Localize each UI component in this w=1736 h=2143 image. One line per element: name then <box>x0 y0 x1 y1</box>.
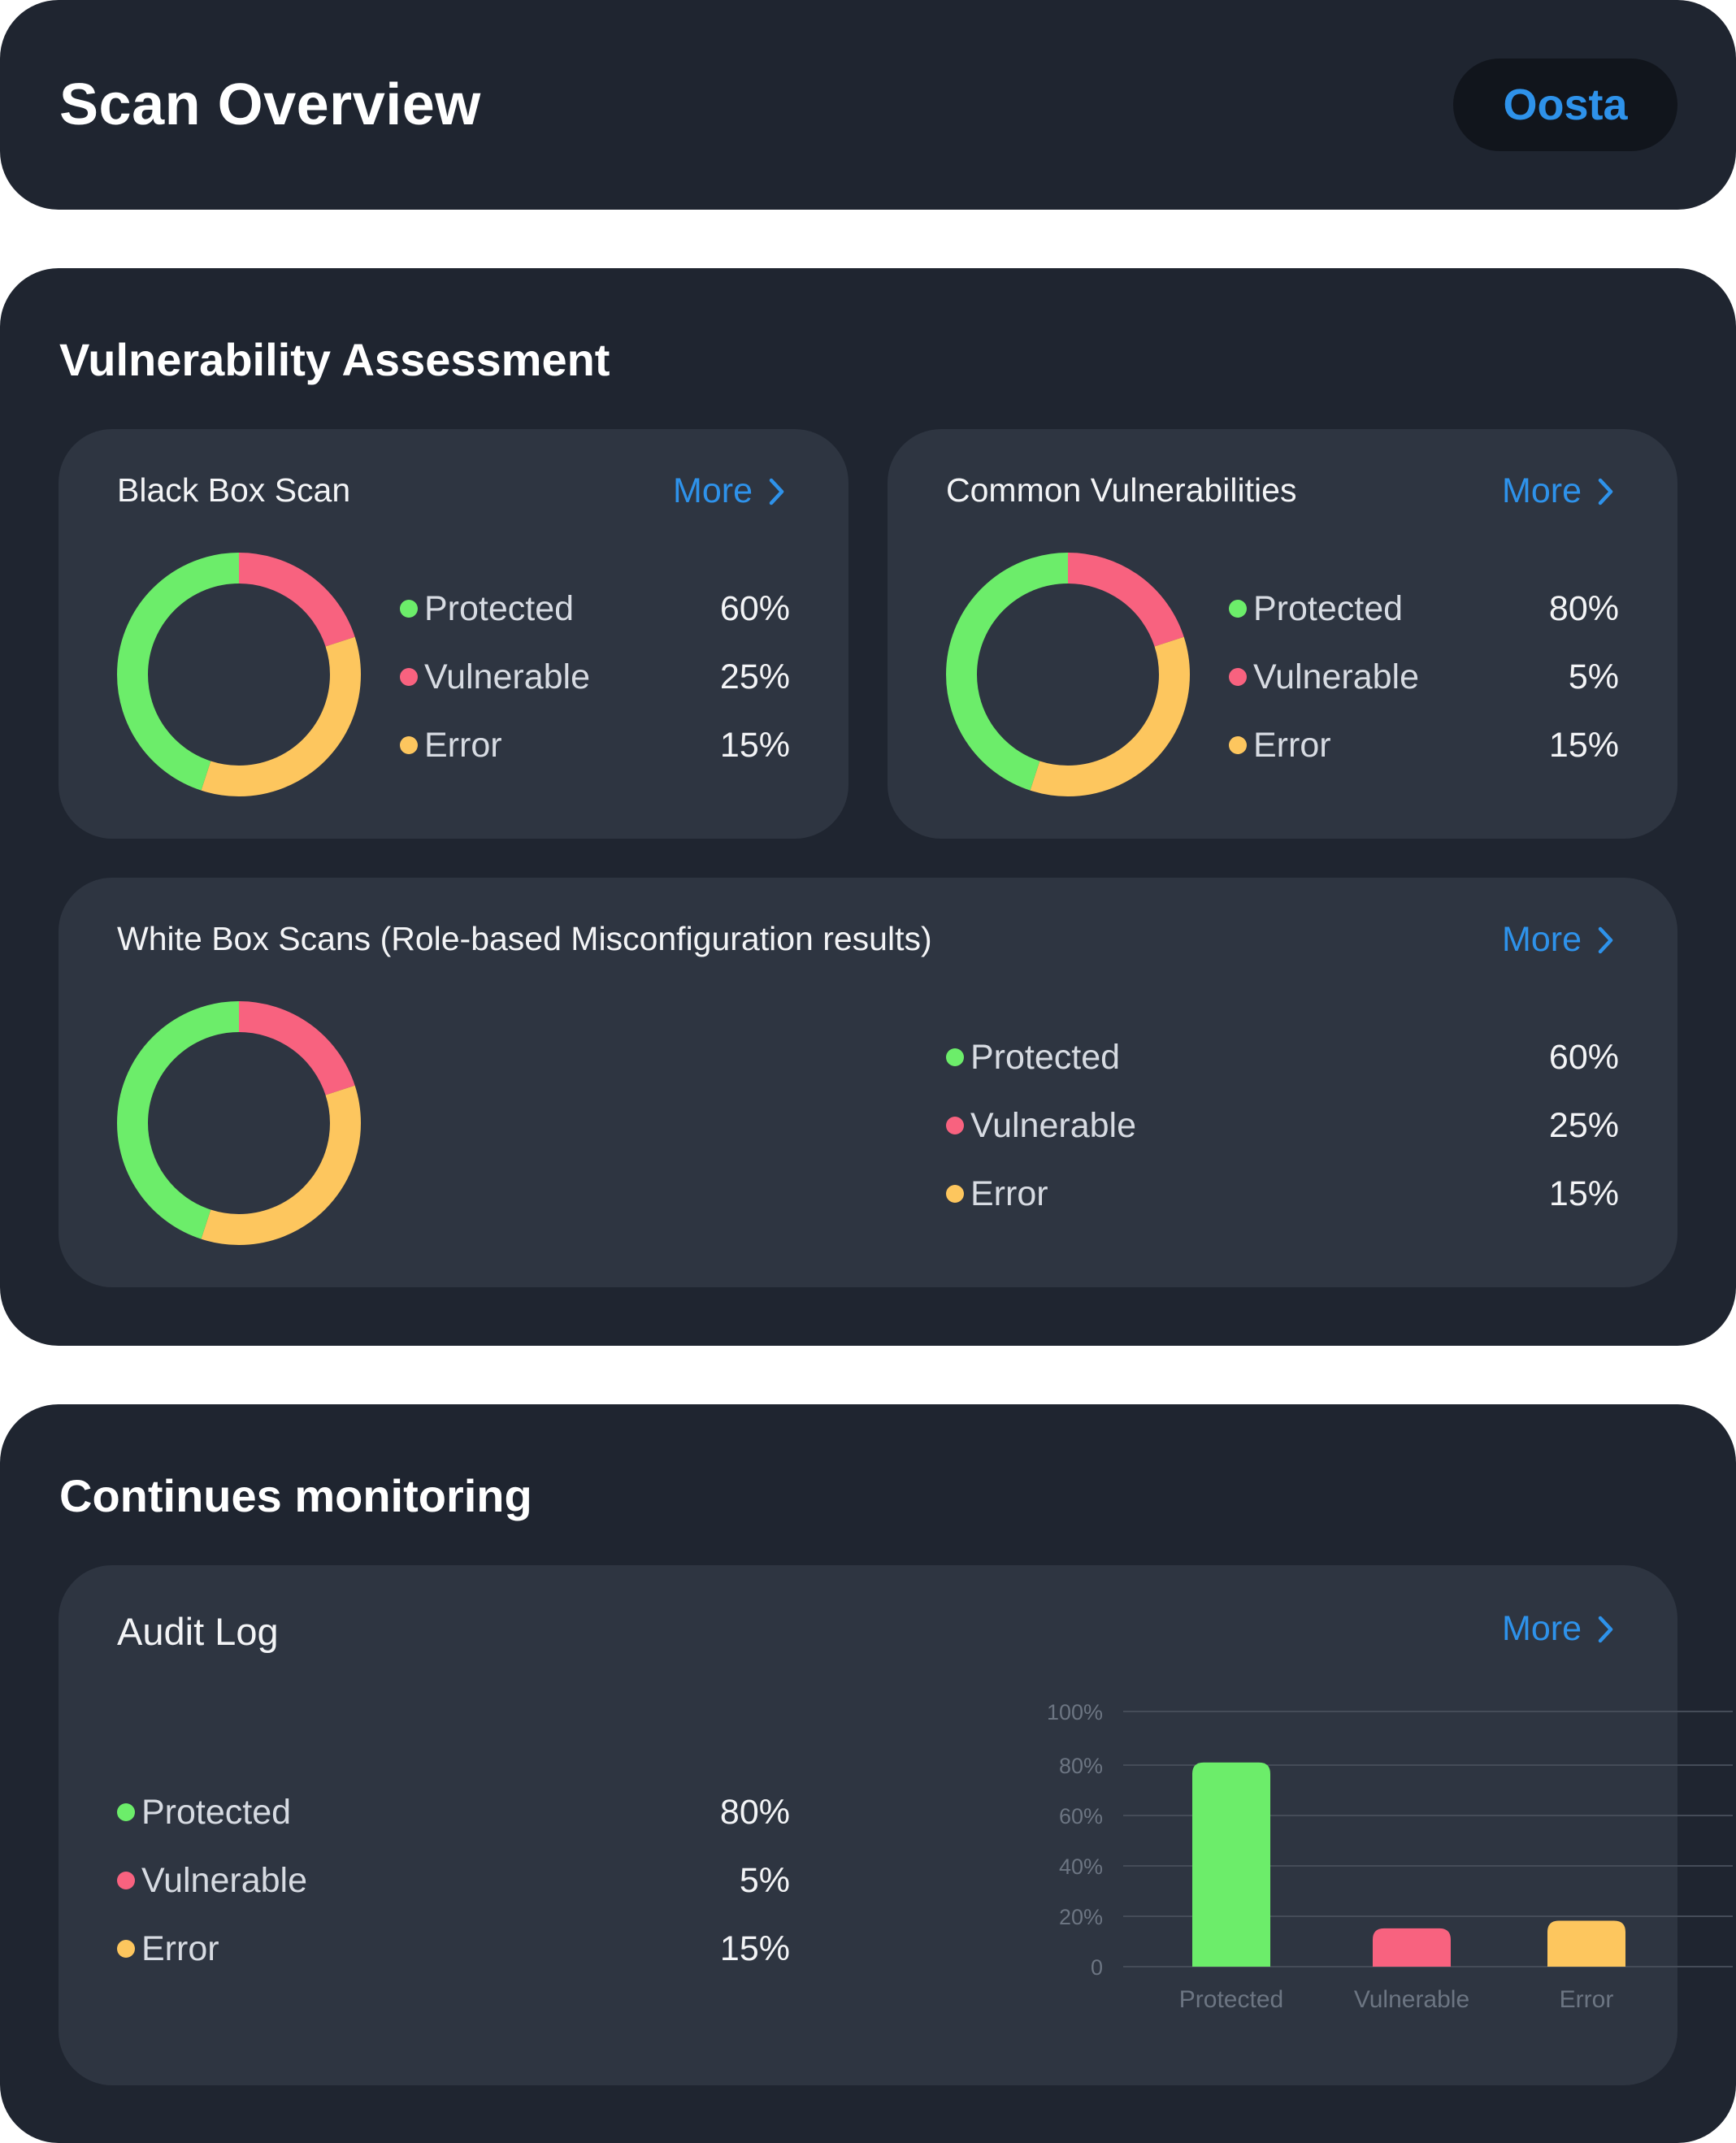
donut-chart <box>946 553 1190 796</box>
legend-label: Error <box>424 725 502 765</box>
more-link[interactable]: More <box>1502 920 1616 960</box>
donut-segment-error <box>117 1001 361 1245</box>
legend-label: Vulnerable <box>1253 657 1419 696</box>
card-title: Black Box Scan <box>117 471 351 509</box>
chevron-right-icon <box>769 478 784 505</box>
status-dot <box>1229 668 1247 686</box>
status-dot <box>117 1803 135 1821</box>
status-dot <box>946 1185 964 1203</box>
legend-label: Protected <box>970 1037 1121 1077</box>
legend-label: Protected <box>1253 588 1404 628</box>
y-tick-label: 100% <box>1047 1700 1103 1724</box>
legend-row: Protected 80% <box>117 1788 790 1837</box>
legend-row: Error 15% <box>1229 721 1619 770</box>
donut-segment-protected <box>946 553 1190 796</box>
more-link[interactable]: More <box>1502 471 1616 511</box>
status-dot <box>117 1940 135 1958</box>
more-link[interactable]: More <box>673 471 787 511</box>
donut-chart <box>117 1001 361 1245</box>
legend-label: Protected <box>141 1792 292 1832</box>
y-tick-label: 20% <box>1059 1905 1103 1929</box>
card-title: Common Vulnerabilities <box>946 471 1297 509</box>
donut-segment-protected <box>117 1001 361 1245</box>
more-label: More <box>1502 920 1582 959</box>
legend-row: Error 15% <box>946 1169 1619 1218</box>
x-tick-label: Protected <box>1179 1986 1283 2013</box>
legend-row: Vulnerable 25% <box>946 1101 1619 1150</box>
common-vulnerabilities-card: Common Vulnerabilities More Protected 80… <box>888 429 1677 839</box>
legend-value: 25% <box>719 657 790 696</box>
y-tick-label: 80% <box>1059 1754 1103 1778</box>
status-dot <box>946 1048 964 1066</box>
card-title: Audit Log <box>117 1610 279 1653</box>
legend-value: 60% <box>719 588 790 628</box>
legend-value: 60% <box>1548 1037 1619 1077</box>
more-label: More <box>1502 471 1582 510</box>
white-box-scans-card: White Box Scans (Role-based Misconfigura… <box>59 878 1677 1287</box>
legend-label: Vulnerable <box>970 1105 1136 1145</box>
vulnerability-section: Vulnerability Assessment Black Box Scan … <box>0 268 1736 1346</box>
status-dot <box>400 600 418 618</box>
bar-protected <box>1192 1762 1270 1967</box>
y-tick-label: 0 <box>1091 1955 1103 1980</box>
legend-row: Protected 80% <box>1229 584 1619 633</box>
bar-vulnerable <box>1373 1928 1451 1967</box>
legend-row: Error 15% <box>400 721 790 770</box>
bar-error <box>1547 1920 1625 1967</box>
legend-row: Vulnerable 5% <box>1229 653 1619 701</box>
more-link[interactable]: More <box>1502 1609 1616 1649</box>
legend-row: Protected 60% <box>946 1033 1619 1082</box>
page-title: Scan Overview <box>59 72 481 137</box>
legend-value: 15% <box>1548 1173 1619 1213</box>
donut-chart <box>117 553 361 796</box>
legend-value: 5% <box>739 1860 790 1900</box>
legend-value: 15% <box>719 1928 790 1968</box>
legend-value: 15% <box>1548 725 1619 765</box>
chevron-right-icon <box>1598 926 1613 953</box>
legend-label: Vulnerable <box>424 657 590 696</box>
section-title: Continues monitoring <box>59 1470 532 1521</box>
legend-value: 15% <box>719 725 790 765</box>
legend-row: Error 15% <box>117 1924 790 1973</box>
user-button[interactable]: Oosta <box>1453 59 1677 151</box>
monitoring-section: Continues monitoring Audit Log More Prot… <box>0 1404 1736 2143</box>
donut-segment-error <box>117 553 361 796</box>
chevron-right-icon <box>1598 478 1613 505</box>
x-tick-label: Vulnerable <box>1354 1986 1469 2013</box>
audit-bar-chart: 0 20% 40% 60% 80% 100% Protected Vulnerable Erro… <box>1047 1700 1733 2013</box>
more-label: More <box>673 471 753 510</box>
black-box-scan-card: Black Box Scan More Protected 60% Vulner… <box>59 429 848 839</box>
legend-label: Vulnerable <box>141 1860 307 1900</box>
y-tick-label: 40% <box>1059 1855 1103 1879</box>
section-title: Vulnerability Assessment <box>59 334 610 385</box>
status-dot <box>946 1117 964 1134</box>
legend-value: 25% <box>1548 1105 1619 1145</box>
audit-log-card: Audit Log More Protected 80% Vulnerable … <box>59 1565 1733 2085</box>
legend-row: Protected 60% <box>400 584 790 633</box>
y-tick-label: 60% <box>1059 1804 1103 1828</box>
status-dot <box>400 736 418 754</box>
status-dot <box>117 1872 135 1889</box>
legend-label: Error <box>1253 725 1331 765</box>
legend-label: Error <box>141 1928 219 1968</box>
donut-segment-protected <box>117 553 361 796</box>
legend-value: 80% <box>1548 588 1619 628</box>
legend-label: Protected <box>424 588 575 628</box>
status-dot <box>1229 600 1247 618</box>
card-title: White Box Scans (Role-based Misconfigura… <box>117 920 932 957</box>
chevron-right-icon <box>1598 1616 1613 1642</box>
more-label: More <box>1502 1609 1582 1648</box>
legend-value: 5% <box>1568 657 1619 696</box>
status-dot <box>400 668 418 686</box>
legend-label: Error <box>970 1173 1048 1213</box>
donut-segment-error <box>946 553 1190 796</box>
legend-row: Vulnerable 5% <box>117 1856 790 1905</box>
legend-value: 80% <box>719 1792 790 1832</box>
header-bar: Scan Overview Oosta <box>0 0 1736 210</box>
legend-row: Vulnerable 25% <box>400 653 790 701</box>
status-dot <box>1229 736 1247 754</box>
x-tick-label: Error <box>1560 1986 1614 2013</box>
